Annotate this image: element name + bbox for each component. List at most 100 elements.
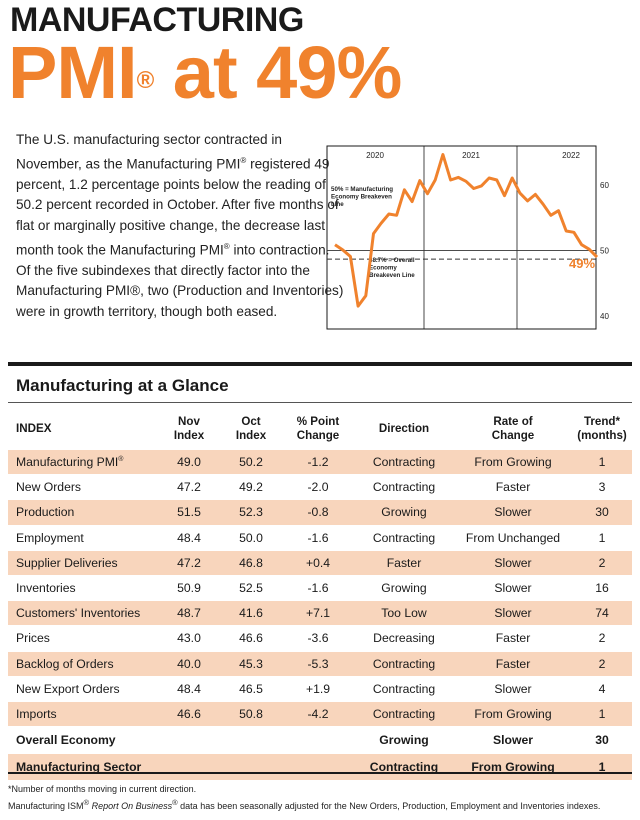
table-row: Employment 48.4 50.0 -1.6 Contracting From Un… (8, 525, 632, 551)
cell-index: Production (8, 499, 158, 526)
intro-reg-1: ® (240, 155, 247, 165)
x-tick-label: 2022 (562, 151, 580, 160)
cell-rate: Slower (454, 575, 572, 602)
footnote-seasonal: Manufacturing ISM® Report On Business® d… (8, 798, 601, 811)
footnote-trend: *Number of months moving in current dire… (8, 784, 197, 794)
cell-change: -4.2 (282, 701, 354, 728)
table-row: Supplier Deliveries 47.2 46.8 +0.4 Faster Slo… (8, 550, 632, 576)
cell-rate: From Growing (454, 753, 572, 782)
x-tick-label: 2020 (366, 151, 384, 160)
cell-direction: Growing (354, 726, 454, 755)
cell-index: Manufacturing PMI® (8, 450, 158, 476)
intro-text-1: The U.S. manufacturing sector contracted… (16, 132, 282, 172)
cell-direction: Contracting (354, 525, 454, 551)
table-row: Production 51.5 52.3 -0.8 Growing Slower 30 (8, 499, 632, 526)
cell-trend: 74 (572, 600, 632, 627)
col-header-trend: Trend* (months) (577, 415, 627, 442)
cell-change: -5.3 (282, 651, 354, 677)
summary-row: Overall Economy Growing Slower 30 (8, 726, 632, 755)
cell-nov: 48.4 (158, 676, 220, 702)
cell-oct: 50.8 (220, 701, 282, 728)
header-pmi: PMI (8, 31, 138, 114)
header-title-small: MANUFACTURING (10, 1, 304, 39)
cell-nov: 40.0 (158, 651, 220, 677)
table-bottom-rule (8, 772, 632, 774)
header-title-big: PMI® at 49% (8, 30, 402, 116)
cell-rate: Slower (454, 550, 572, 576)
cell-rate: Slower (454, 600, 572, 627)
header-value: at 49% (153, 31, 402, 114)
cell-oct: 45.3 (220, 651, 282, 677)
cell-direction: Growing (354, 575, 454, 602)
table-row: Manufacturing PMI® 49.0 50.2 -1.2 Contractin… (8, 450, 632, 476)
cell-rate: Faster (454, 474, 572, 501)
cell-index: New Export Orders (8, 676, 158, 702)
cell-change: -0.8 (282, 499, 354, 526)
cell-trend: 30 (572, 499, 632, 526)
cell-direction: Growing (354, 499, 454, 526)
cell-nov: 47.2 (158, 550, 220, 576)
cell-direction: Contracting (354, 450, 454, 476)
cell-nov: 51.5 (158, 499, 220, 526)
cell-direction: Contracting (354, 676, 454, 702)
section-rule-thin (8, 402, 632, 403)
cell-oct: 50.2 (220, 450, 282, 476)
cell-rate: From Growing (454, 450, 572, 476)
cell-oct: 49.2 (220, 474, 282, 501)
x-tick-label: 2021 (462, 151, 480, 160)
chart-frame (326, 145, 597, 330)
cell-direction: Contracting (354, 651, 454, 677)
table-row: New Export Orders 48.4 46.5 +1.9 Contracting… (8, 676, 632, 702)
cell-nov: 47.2 (158, 474, 220, 501)
cell-oct: 46.6 (220, 625, 282, 652)
cell-trend: 1 (572, 753, 632, 782)
y-tick-label: 40 (600, 312, 609, 321)
table-row: New Orders 47.2 49.2 -2.0 Contracting Faster 3 (8, 474, 632, 501)
ref-note-overall: Economy (369, 265, 397, 272)
col-header-nov: Nov Index (173, 415, 205, 442)
cell-change: +1.9 (282, 676, 354, 702)
cell-rate: Slower (454, 676, 572, 702)
cell-trend: 1 (572, 701, 632, 728)
table-header-row: INDEX Nov Index Oct Index % Point Change Di… (8, 408, 632, 450)
col-header-change: % Point Change (296, 415, 340, 442)
cell-trend: 1 (572, 450, 632, 476)
ref-note-overall: 48.7% = Overall (369, 257, 415, 264)
table-row: Customers' Inventories 48.7 41.6 +7.1 Too Lo… (8, 600, 632, 627)
cell-index: Manufacturing Sector (8, 753, 158, 782)
cell-trend: 2 (572, 625, 632, 652)
cell-index: Supplier Deliveries (8, 550, 158, 576)
cell-rate: Faster (454, 651, 572, 677)
col-header-rate: Rate of Change (491, 415, 535, 442)
cell-change: -1.2 (282, 450, 354, 476)
cell-direction: Decreasing (354, 625, 454, 652)
cell-nov: 48.7 (158, 600, 220, 627)
cell-rate: From Unchanged (454, 525, 572, 551)
cell-rate: Faster (454, 625, 572, 652)
cell-trend: 1 (572, 525, 632, 551)
glance-table-body: Manufacturing PMI® 49.0 50.2 -1.2 Contractin… (8, 450, 632, 782)
cell-trend: 2 (572, 550, 632, 576)
intro-text-2: registered 49 percent, 1.2 percentage po… (16, 156, 339, 258)
pmi-chart: 2020 2021 2022 60 50 40 50% = Manufacturing Eco… (325, 136, 630, 332)
cell-direction: Contracting (354, 701, 454, 728)
cell-change: -1.6 (282, 575, 354, 602)
cell-change: -1.6 (282, 525, 354, 551)
cell-index: Employment (8, 525, 158, 551)
cell-trend: 30 (572, 726, 632, 755)
pmi-series-line (334, 153, 599, 308)
cell-oct: 50.0 (220, 525, 282, 551)
table-row: Backlog of Orders 40.0 45.3 -5.3 Contracting… (8, 651, 632, 677)
y-tick-label: 50 (600, 247, 609, 256)
cell-trend: 16 (572, 575, 632, 602)
cell-index: New Orders (8, 474, 158, 501)
glance-title: Manufacturing at a Glance (16, 376, 229, 395)
col-header-direction: Direction (378, 422, 430, 435)
ref-note-manufacturing: Line (331, 201, 344, 208)
cell-index: Prices (8, 625, 158, 652)
cell-nov: 48.4 (158, 525, 220, 551)
cell-nov: 49.0 (158, 450, 220, 476)
cell-oct: 52.3 (220, 499, 282, 526)
table-row: Inventories 50.9 52.5 -1.6 Growing Slower 16 (8, 575, 632, 602)
cell-change: -3.6 (282, 625, 354, 652)
